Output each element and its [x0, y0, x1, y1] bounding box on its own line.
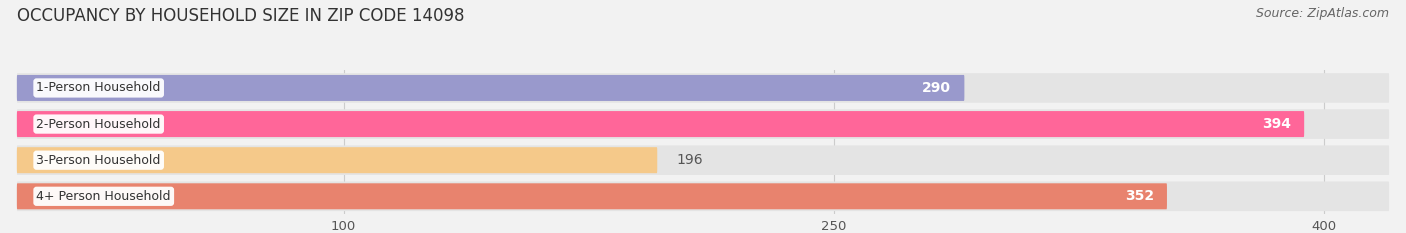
Text: 196: 196 [676, 153, 703, 167]
FancyBboxPatch shape [17, 111, 1305, 137]
FancyBboxPatch shape [17, 147, 657, 173]
Text: OCCUPANCY BY HOUSEHOLD SIZE IN ZIP CODE 14098: OCCUPANCY BY HOUSEHOLD SIZE IN ZIP CODE … [17, 7, 464, 25]
Text: 352: 352 [1125, 189, 1154, 203]
FancyBboxPatch shape [17, 182, 1389, 211]
FancyBboxPatch shape [17, 73, 1389, 103]
Text: 290: 290 [922, 81, 952, 95]
Text: 2-Person Household: 2-Person Household [37, 118, 160, 130]
Text: Source: ZipAtlas.com: Source: ZipAtlas.com [1256, 7, 1389, 20]
Text: 3-Person Household: 3-Person Household [37, 154, 160, 167]
Text: 4+ Person Household: 4+ Person Household [37, 190, 172, 203]
FancyBboxPatch shape [17, 145, 1389, 175]
FancyBboxPatch shape [17, 183, 1167, 209]
FancyBboxPatch shape [17, 75, 965, 101]
FancyBboxPatch shape [17, 109, 1389, 139]
Text: 394: 394 [1263, 117, 1291, 131]
Text: 1-Person Household: 1-Person Household [37, 82, 160, 94]
